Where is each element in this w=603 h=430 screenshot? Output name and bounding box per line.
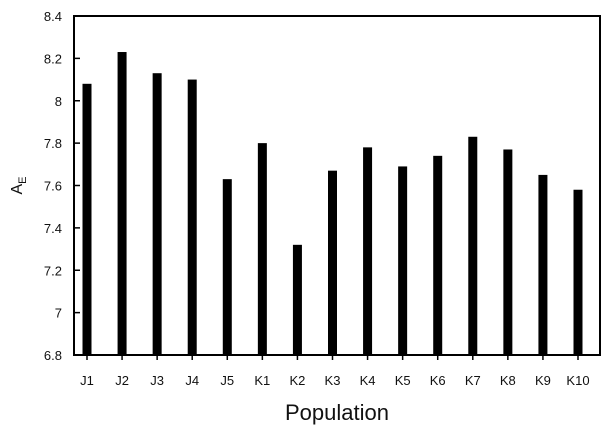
y-axis-title: AE: [9, 176, 29, 194]
y-tick-label: 7: [55, 306, 62, 321]
y-tick-label: 8.4: [44, 9, 62, 24]
bar-k6: [433, 155, 443, 355]
bar-k8: [503, 149, 513, 355]
x-tick-label: K2: [289, 373, 305, 388]
bar-k3: [328, 170, 337, 355]
x-tick-label: J2: [115, 373, 129, 388]
x-tick-label: J5: [220, 373, 234, 388]
x-tick-label: K9: [535, 373, 551, 388]
x-tick-label: J1: [80, 373, 94, 388]
x-tick-label: J3: [150, 373, 164, 388]
x-tick-label: K7: [465, 373, 481, 388]
y-axis-title-main: A: [9, 184, 26, 195]
x-tick-label: K10: [566, 373, 589, 388]
bar-k5: [398, 166, 408, 355]
bar-j3: [152, 73, 162, 356]
y-axis: 6.8 7 7.2 7.4 7.6 7.8 8 8.2 8.4: [44, 9, 80, 363]
x-tick-label: J4: [185, 373, 199, 388]
y-tick-label: 8: [55, 94, 62, 109]
bar-j1: [82, 83, 92, 356]
x-tick-label: K3: [325, 373, 341, 388]
x-tick-label: K8: [500, 373, 516, 388]
x-axis-title: Population: [285, 400, 389, 425]
y-tick-label: 7.4: [44, 221, 62, 236]
bars: [82, 52, 583, 356]
bar-j4: [187, 79, 197, 355]
x-tick-label: K5: [395, 373, 411, 388]
y-tick-label: 6.8: [44, 348, 62, 363]
bar-k1: [257, 143, 267, 355]
bar-k9: [538, 174, 548, 355]
bar-k7: [468, 136, 478, 355]
y-tick-label: 7.8: [44, 136, 62, 151]
bar-j5: [222, 179, 232, 355]
x-tick-label: K1: [254, 373, 270, 388]
bar-k4: [363, 147, 373, 355]
x-tick-label: K4: [360, 373, 376, 388]
bar-k2: [292, 244, 302, 355]
x-tick-label: K6: [430, 373, 446, 388]
y-axis-title-subscript: E: [17, 176, 29, 183]
x-axis: J1 J2 J3 J4 J5 K1 K2 K3 K4 K5 K6 K7 K8 K9 K10: [80, 355, 590, 388]
y-tick-label: 8.2: [44, 51, 62, 66]
y-tick-label: 7.6: [44, 179, 62, 194]
bar-j2: [117, 52, 127, 356]
bar-k10: [573, 189, 583, 355]
y-tick-label: 7.2: [44, 263, 62, 278]
